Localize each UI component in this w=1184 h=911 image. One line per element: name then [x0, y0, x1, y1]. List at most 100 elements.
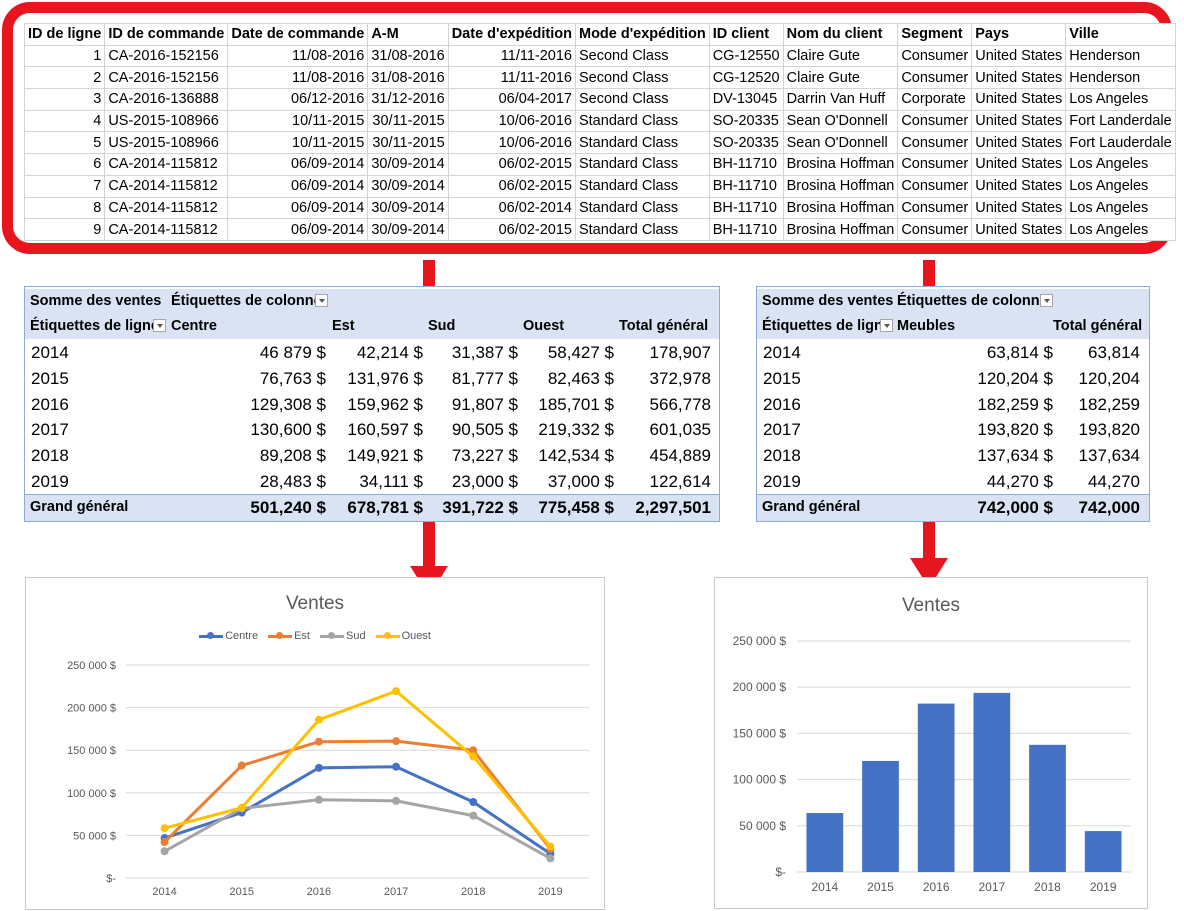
table-cell[interactable]: 30/09-2014	[367, 174, 449, 198]
filter-dropdown-icon[interactable]	[150, 314, 166, 339]
table-cell[interactable]: CA-2016-152156	[104, 44, 229, 68]
column-header[interactable]: Ville	[1065, 23, 1176, 46]
table-cell[interactable]: 7	[23, 174, 106, 198]
table-cell[interactable]: CA-2014-115812	[104, 218, 229, 241]
column-header[interactable]: Segment	[897, 23, 973, 46]
table-cell[interactable]: Standard Class	[574, 218, 710, 241]
table-cell[interactable]: 11/11-2016	[447, 66, 576, 90]
column-header[interactable]: Nom du client	[782, 23, 899, 46]
table-cell[interactable]: BH-11710	[708, 218, 784, 241]
table-cell[interactable]: CA-2014-115812	[104, 153, 229, 176]
table-cell[interactable]: United States	[971, 44, 1067, 68]
table-cell[interactable]: Henderson	[1065, 44, 1176, 68]
column-header[interactable]: Date de commande	[227, 23, 369, 46]
table-cell[interactable]: 06/02-2015	[447, 218, 576, 241]
table-cell[interactable]: Second Class	[574, 88, 710, 111]
table-cell[interactable]: Los Angeles	[1065, 153, 1176, 176]
table-cell[interactable]: 06/02-2014	[447, 196, 576, 220]
table-cell[interactable]: US-2015-108966	[104, 131, 229, 155]
table-cell[interactable]: 06/09-2014	[227, 218, 369, 241]
filter-dropdown-icon[interactable]	[312, 289, 328, 314]
table-cell[interactable]: United States	[971, 88, 1067, 111]
table-cell[interactable]: 06/09-2014	[227, 196, 369, 220]
table-cell[interactable]: Brosina Hoffman	[782, 174, 899, 198]
table-cell[interactable]: 10/06-2016	[447, 109, 576, 133]
table-cell[interactable]: 06/09-2014	[227, 174, 369, 198]
table-cell[interactable]: 30/09-2014	[367, 196, 449, 220]
table-cell[interactable]: United States	[971, 196, 1067, 220]
table-cell[interactable]: United States	[971, 153, 1067, 176]
table-cell[interactable]: 31/12-2016	[367, 88, 449, 111]
table-cell[interactable]: Brosina Hoffman	[782, 196, 899, 220]
table-cell[interactable]: 30/09-2014	[367, 153, 449, 176]
table-cell[interactable]: Fort Landerdale	[1065, 109, 1176, 133]
chevron-down-icon[interactable]	[153, 318, 166, 332]
table-cell[interactable]: 06/04-2017	[447, 88, 576, 111]
table-cell[interactable]: Consumer	[897, 174, 973, 198]
column-header[interactable]: Pays	[971, 23, 1067, 46]
table-cell[interactable]: Consumer	[897, 66, 973, 90]
table-cell[interactable]: United States	[971, 131, 1067, 155]
table-cell[interactable]: 10/11-2015	[227, 109, 369, 133]
table-cell[interactable]: Claire Gute	[782, 44, 899, 68]
filter-dropdown-icon[interactable]	[877, 314, 893, 339]
table-cell[interactable]: CA-2016-136888	[104, 88, 229, 111]
table-cell[interactable]: Sean O'Donnell	[782, 131, 899, 155]
table-cell[interactable]: Los Angeles	[1065, 196, 1176, 220]
table-cell[interactable]: Sean O'Donnell	[782, 109, 899, 133]
table-cell[interactable]: Henderson	[1065, 66, 1176, 90]
table-cell[interactable]: Standard Class	[574, 131, 710, 155]
table-cell[interactable]: 30/09-2014	[367, 218, 449, 241]
table-cell[interactable]: Standard Class	[574, 153, 710, 176]
chevron-down-icon[interactable]	[880, 318, 893, 332]
column-header[interactable]: ID client	[708, 23, 784, 46]
table-cell[interactable]: Consumer	[897, 196, 973, 220]
table-cell[interactable]: 31/08-2016	[367, 66, 449, 90]
table-cell[interactable]: Fort Lauderdale	[1065, 131, 1176, 155]
table-cell[interactable]: Standard Class	[574, 174, 710, 198]
table-cell[interactable]: CA-2014-115812	[104, 196, 229, 220]
table-cell[interactable]: 9	[23, 218, 106, 241]
table-cell[interactable]: Consumer	[897, 109, 973, 133]
table-cell[interactable]: 2	[23, 66, 106, 90]
column-header[interactable]: Mode d'expédition	[574, 23, 710, 46]
table-cell[interactable]: CA-2014-115812	[104, 174, 229, 198]
table-cell[interactable]: 31/08-2016	[367, 44, 449, 68]
table-cell[interactable]: Brosina Hoffman	[782, 218, 899, 241]
column-header[interactable]: ID de commande	[104, 23, 229, 46]
table-cell[interactable]: Darrin Van Huff	[782, 88, 899, 111]
column-header[interactable]: A-M	[367, 23, 449, 46]
table-cell[interactable]: CA-2016-152156	[104, 66, 229, 90]
table-cell[interactable]: Consumer	[897, 218, 973, 241]
table-cell[interactable]: BH-11710	[708, 153, 784, 176]
table-cell[interactable]: Los Angeles	[1065, 88, 1176, 111]
table-cell[interactable]: CG-12520	[708, 66, 784, 90]
table-cell[interactable]: US-2015-108966	[104, 109, 229, 133]
table-cell[interactable]: CG-12550	[708, 44, 784, 68]
table-cell[interactable]: 30/11-2015	[367, 109, 449, 133]
table-cell[interactable]: 06/02-2015	[447, 174, 576, 198]
table-cell[interactable]: Standard Class	[574, 196, 710, 220]
table-cell[interactable]: 06/02-2015	[447, 153, 576, 176]
table-cell[interactable]: 06/09-2014	[227, 153, 369, 176]
table-cell[interactable]: Los Angeles	[1065, 218, 1176, 241]
table-cell[interactable]: SO-20335	[708, 131, 784, 155]
column-header[interactable]: ID de ligne	[23, 23, 106, 46]
table-cell[interactable]: Consumer	[897, 153, 973, 176]
table-cell[interactable]: 10/06-2016	[447, 131, 576, 155]
table-cell[interactable]: Second Class	[574, 44, 710, 68]
table-cell[interactable]: United States	[971, 66, 1067, 90]
table-cell[interactable]: Consumer	[897, 131, 973, 155]
table-cell[interactable]: 10/11-2015	[227, 131, 369, 155]
table-cell[interactable]: Standard Class	[574, 109, 710, 133]
table-cell[interactable]: 6	[23, 153, 106, 176]
table-cell[interactable]: 11/11-2016	[447, 44, 576, 68]
table-cell[interactable]: 5	[23, 131, 106, 155]
table-cell[interactable]: BH-11710	[708, 174, 784, 198]
table-cell[interactable]: 3	[23, 88, 106, 111]
table-cell[interactable]: Second Class	[574, 66, 710, 90]
table-cell[interactable]: DV-13045	[708, 88, 784, 111]
table-cell[interactable]: Claire Gute	[782, 66, 899, 90]
filter-dropdown-icon[interactable]	[1037, 289, 1053, 314]
table-cell[interactable]: 11/08-2016	[227, 66, 369, 90]
